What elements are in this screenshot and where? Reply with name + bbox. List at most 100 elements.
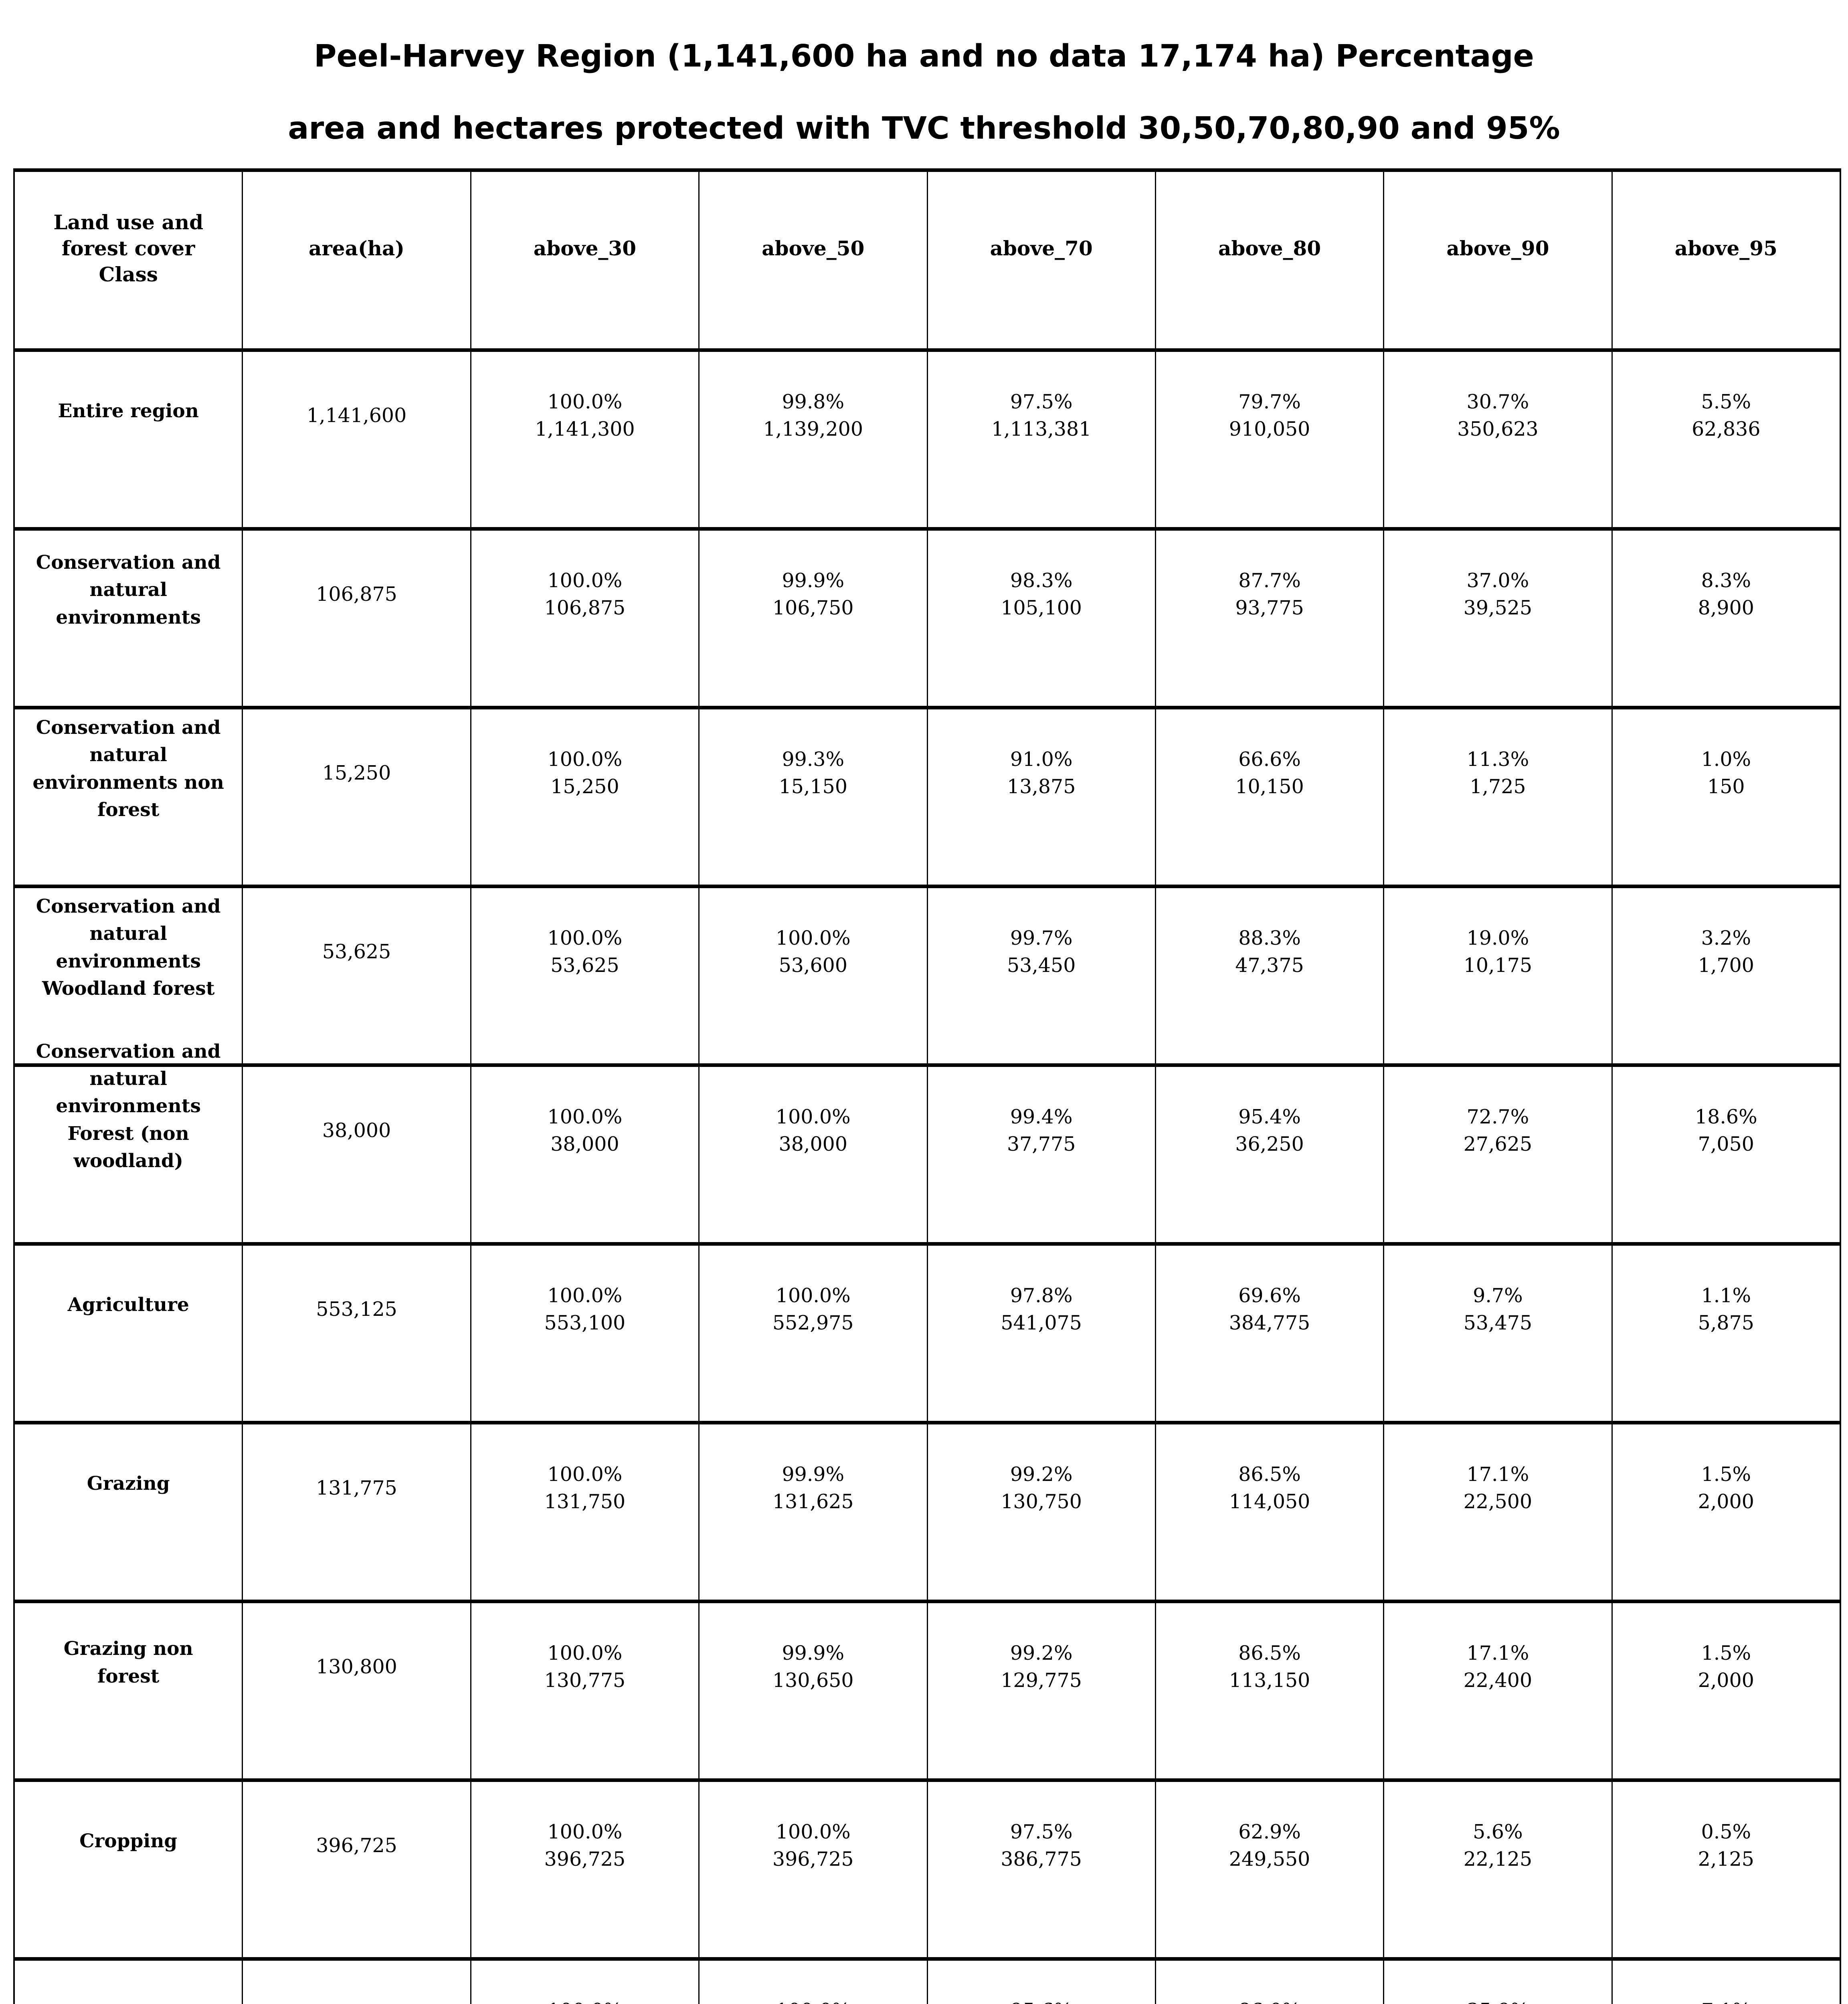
cell-above30: 100.0% 38,000 bbox=[470, 1067, 698, 1242]
cell-above70: 91.0% 13,875 bbox=[926, 709, 1155, 885]
cell-above80: 86.5% 114,050 bbox=[1154, 1424, 1383, 1600]
row-label: Conservation and natural environments bbox=[36, 552, 221, 628]
cell-above30: 100.0% 24,625 bbox=[470, 1961, 698, 2004]
cell-above95: 8.3% 8,900 bbox=[1611, 531, 1840, 706]
cell-above90: 17.1% 22,400 bbox=[1383, 1603, 1611, 1778]
cell-above95: 18.6% 7,050 bbox=[1611, 1067, 1840, 1242]
cell-above30: 100.0% 15,250 bbox=[470, 709, 698, 885]
page-title-line2: area and hectares protected with TVC thr… bbox=[288, 111, 1560, 147]
table-row-conservation-nonforest: Conservation and natural environments no… bbox=[15, 706, 1840, 885]
table-row-irrigation: Irrigation 24,625 100.0% 24,625 100.0% 2… bbox=[15, 1957, 1840, 2004]
row-label: Conservation and natural environments no… bbox=[32, 717, 224, 821]
table-row-conservation: Conservation and natural environments 10… bbox=[15, 527, 1840, 706]
cell-above95: 3.2% 1,700 bbox=[1611, 888, 1840, 1063]
cell-above70: 99.4% 37,775 bbox=[926, 1067, 1155, 1242]
cell-above80: 66.6% 10,150 bbox=[1154, 709, 1383, 885]
cell-area: 106,875 bbox=[242, 531, 470, 706]
row-label: Entire region bbox=[58, 400, 199, 422]
col-header-above95: above_95 bbox=[1611, 172, 1840, 348]
row-label: Irrigation bbox=[15, 1961, 242, 2004]
cell-above70: 99.2% 129,775 bbox=[926, 1603, 1155, 1778]
cell-above50: 100.0% 396,725 bbox=[698, 1782, 926, 1957]
row-label: Conservation and natural environments Fo… bbox=[36, 1040, 221, 1172]
cell-above95: 7.1% 1,750 bbox=[1611, 1961, 1840, 2004]
row-label: Grazing bbox=[87, 1473, 170, 1495]
cell-above90: 5.6% 22,125 bbox=[1383, 1782, 1611, 1957]
cell-area: 53,625 bbox=[242, 888, 470, 1063]
cell-above50: 99.3% 15,150 bbox=[698, 709, 926, 885]
cell-above80: 86.5% 113,150 bbox=[1154, 1603, 1383, 1778]
col-header-above30: above_30 bbox=[470, 172, 698, 348]
cell-above50: 100.0% 24,625 bbox=[698, 1961, 926, 2004]
cell-above95: 1.5% 2,000 bbox=[1611, 1603, 1840, 1778]
table-row-entire-region: Entire region 1,141,600 100.0% 1,141,300… bbox=[15, 348, 1840, 527]
cell-above30: 100.0% 1,141,300 bbox=[470, 352, 698, 527]
cell-above80: 95.4% 36,250 bbox=[1154, 1067, 1383, 1242]
cell-above80: 88.3% 47,375 bbox=[1154, 888, 1383, 1063]
col-header-above70: above_70 bbox=[926, 172, 1155, 348]
col-header-area: area(ha) bbox=[242, 172, 470, 348]
cell-above70: 97.8% 541,075 bbox=[926, 1246, 1155, 1421]
cell-above30: 100.0% 396,725 bbox=[470, 1782, 698, 1957]
cell-area: 15,250 bbox=[242, 709, 470, 885]
page-title-line1: Peel-Harvey Region (1,141,600 ha and no … bbox=[314, 38, 1534, 75]
cell-above95: 0.5% 2,125 bbox=[1611, 1782, 1840, 1957]
cell-above90: 72.7% 27,625 bbox=[1383, 1067, 1611, 1242]
cell-above50: 99.9% 106,750 bbox=[698, 531, 926, 706]
cell-above30: 100.0% 53,625 bbox=[470, 888, 698, 1063]
cell-above90: 19.0% 10,175 bbox=[1383, 888, 1611, 1063]
cell-above30: 100.0% 553,100 bbox=[470, 1246, 698, 1421]
cell-above80: 69.6% 384,775 bbox=[1154, 1246, 1383, 1421]
cell-above90: 11.3% 1,725 bbox=[1383, 709, 1611, 885]
col-header-above80: above_80 bbox=[1154, 172, 1383, 348]
cell-above95: 1.5% 2,000 bbox=[1611, 1424, 1840, 1600]
cell-area: 396,725 bbox=[242, 1782, 470, 1957]
table-header-row: Land use and forest cover Class area(ha)… bbox=[15, 172, 1840, 348]
table-row-conservation-woodland: Conservation and natural environments Wo… bbox=[15, 885, 1840, 1063]
cell-area: 24,625 bbox=[242, 1961, 470, 2004]
cell-above50: 99.8% 1,139,200 bbox=[698, 352, 926, 527]
cell-above80: 86.0% 21,175 bbox=[1154, 1961, 1383, 2004]
row-label: Grazing non forest bbox=[63, 1638, 193, 1687]
cell-above30: 100.0% 130,775 bbox=[470, 1603, 698, 1778]
cell-above90: 35.9% 8,850 bbox=[1383, 1961, 1611, 2004]
cell-above90: 9.7% 53,475 bbox=[1383, 1246, 1611, 1421]
cell-above50: 100.0% 53,600 bbox=[698, 888, 926, 1063]
cell-above90: 17.1% 22,500 bbox=[1383, 1424, 1611, 1600]
cell-above70: 97.5% 386,775 bbox=[926, 1782, 1155, 1957]
cell-above95: 1.1% 5,875 bbox=[1611, 1246, 1840, 1421]
cell-above50: 100.0% 552,975 bbox=[698, 1246, 926, 1421]
cell-above30: 100.0% 106,875 bbox=[470, 531, 698, 706]
table-row-conservation-forest: Conservation and natural environments Fo… bbox=[15, 1040, 1840, 1242]
cell-above50: 99.9% 130,650 bbox=[698, 1603, 926, 1778]
cell-above30: 100.0% 131,750 bbox=[470, 1424, 698, 1600]
col-header-above50: above_50 bbox=[698, 172, 926, 348]
table-row-cropping: Cropping 396,725 100.0% 396,725 100.0% 3… bbox=[15, 1778, 1840, 1957]
table-row-grazing: Grazing 131,775 100.0% 131,750 99.9% 131… bbox=[15, 1421, 1840, 1600]
cell-above70: 95.6% 23,550 bbox=[926, 1961, 1155, 2004]
cell-above90: 37.0% 39,525 bbox=[1383, 531, 1611, 706]
cell-area: 130,800 bbox=[242, 1603, 470, 1778]
cell-above70: 97.5% 1,113,381 bbox=[926, 352, 1155, 527]
cell-above95: 5.5% 62,836 bbox=[1611, 352, 1840, 527]
cell-area: 38,000 bbox=[242, 1067, 470, 1242]
table-row-grazing-nonforest: Grazing non forest 130,800 100.0% 130,77… bbox=[15, 1600, 1840, 1778]
table-row-agriculture: Agriculture 553,125 100.0% 553,100 100.0… bbox=[15, 1242, 1840, 1421]
row-label: Cropping bbox=[79, 1830, 178, 1852]
cell-above70: 99.2% 130,750 bbox=[926, 1424, 1155, 1600]
cell-above70: 98.3% 105,100 bbox=[926, 531, 1155, 706]
cell-above80: 87.7% 93,775 bbox=[1154, 531, 1383, 706]
page-title: Peel-Harvey Region (1,141,600 ha and no … bbox=[0, 2, 1848, 183]
cell-above70: 99.7% 53,450 bbox=[926, 888, 1155, 1063]
row-label: Agriculture bbox=[67, 1294, 189, 1316]
cell-above80: 62.9% 249,550 bbox=[1154, 1782, 1383, 1957]
cell-above95: 1.0% 150 bbox=[1611, 709, 1840, 885]
cell-above50: 100.0% 38,000 bbox=[698, 1067, 926, 1242]
cell-above90: 30.7% 350,623 bbox=[1383, 352, 1611, 527]
cell-area: 1,141,600 bbox=[242, 352, 470, 527]
cell-above80: 79.7% 910,050 bbox=[1154, 352, 1383, 527]
landuse-protection-table: Land use and forest cover Class area(ha)… bbox=[13, 168, 1841, 2004]
col-header-above90: above_90 bbox=[1383, 172, 1611, 348]
row-label: Conservation and natural environments Wo… bbox=[36, 895, 221, 1000]
cell-area: 131,775 bbox=[242, 1424, 470, 1600]
